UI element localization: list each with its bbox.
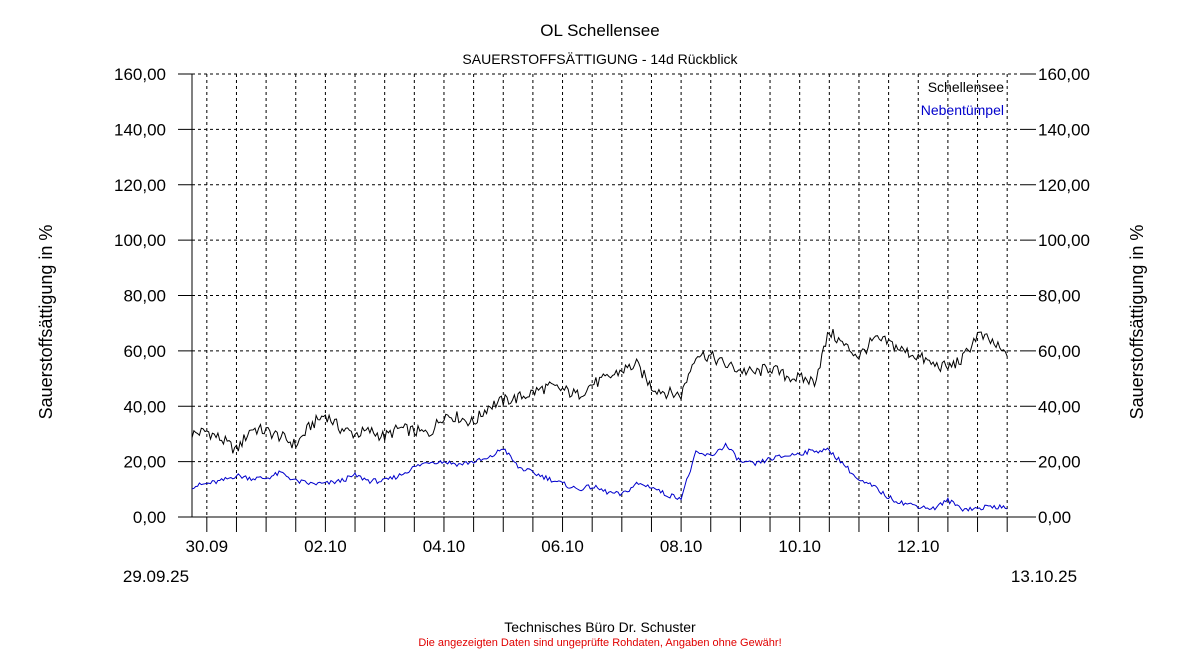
y-tick-label-right: 140,00 — [1038, 120, 1090, 139]
legend-entry: Nebentümpel — [921, 102, 1004, 118]
x-tick-label: 10.10 — [778, 537, 821, 556]
footer-credit: Technisches Büro Dr. Schuster — [504, 619, 696, 635]
y-ticks-right: 0,00 20,00 40,00 60,00 80,00 100,00 120,00 140,… — [1022, 65, 1090, 527]
x-end-date-label: 13.10.25 — [1011, 567, 1077, 586]
chart-subtitle: SAUERSTOFFSÄTTIGUNG - 14d Rückblick — [462, 51, 738, 67]
y-tick-label-right: 160,00 — [1038, 65, 1090, 84]
y-tick-label-right: 20,00 — [1038, 453, 1081, 472]
y-tick-label-left: 80,00 — [123, 287, 166, 306]
y-tick-label-left: 20,00 — [123, 453, 166, 472]
y-tick-label-right: 0,00 — [1038, 508, 1071, 527]
x-start-date-label: 29.09.25 — [123, 567, 189, 586]
x-tick-label: 02.10 — [304, 537, 347, 556]
y-axis-label-right: Sauerstoffsättigung in % — [1127, 225, 1147, 420]
y-tick-label-left: 120,00 — [114, 176, 166, 195]
y-tick-label-right: 60,00 — [1038, 342, 1081, 361]
grid-lines — [191, 73, 1022, 518]
y-tick-label-right: 100,00 — [1038, 231, 1090, 250]
footer-disclaimer: Die angezeigten Daten sind ungeprüfte Ro… — [418, 637, 781, 649]
series-line-schellensee — [191, 328, 1008, 454]
y-tick-label-left: 60,00 — [123, 342, 166, 361]
y-tick-label-left: 0,00 — [133, 508, 166, 527]
y-axis-label-left: Sauerstoffsättigung in % — [36, 225, 56, 420]
y-tick-label-right: 80,00 — [1038, 287, 1081, 306]
x-tick-label: 12.10 — [897, 537, 940, 556]
series-line-nebent-mpel — [191, 442, 1008, 512]
legend: Schellensee Nebentümpel — [921, 79, 1004, 118]
data-series — [191, 328, 1008, 512]
y-tick-label-left: 160,00 — [114, 65, 166, 84]
y-tick-label-right: 120,00 — [1038, 176, 1090, 195]
x-tick-label: 04.10 — [423, 537, 466, 556]
y-tick-label-left: 40,00 — [123, 397, 166, 416]
y-tick-label-left: 100,00 — [114, 231, 166, 250]
chart-title: OL Schellensee — [540, 21, 659, 40]
x-tick-label: 08.10 — [660, 537, 703, 556]
x-tick-label: 06.10 — [541, 537, 584, 556]
y-tick-label-left: 140,00 — [114, 120, 166, 139]
y-ticks-left: 0,00 20,00 40,00 60,00 80,00 100,00 120,00 140,… — [114, 65, 192, 527]
legend-entry: Schellensee — [928, 79, 1004, 95]
x-ticks: 30.09 02.10 04.10 06.10 08.10 10.10 12.10 — [186, 517, 1008, 556]
y-tick-label-right: 40,00 — [1038, 397, 1081, 416]
x-tick-label: 30.09 — [186, 537, 229, 556]
